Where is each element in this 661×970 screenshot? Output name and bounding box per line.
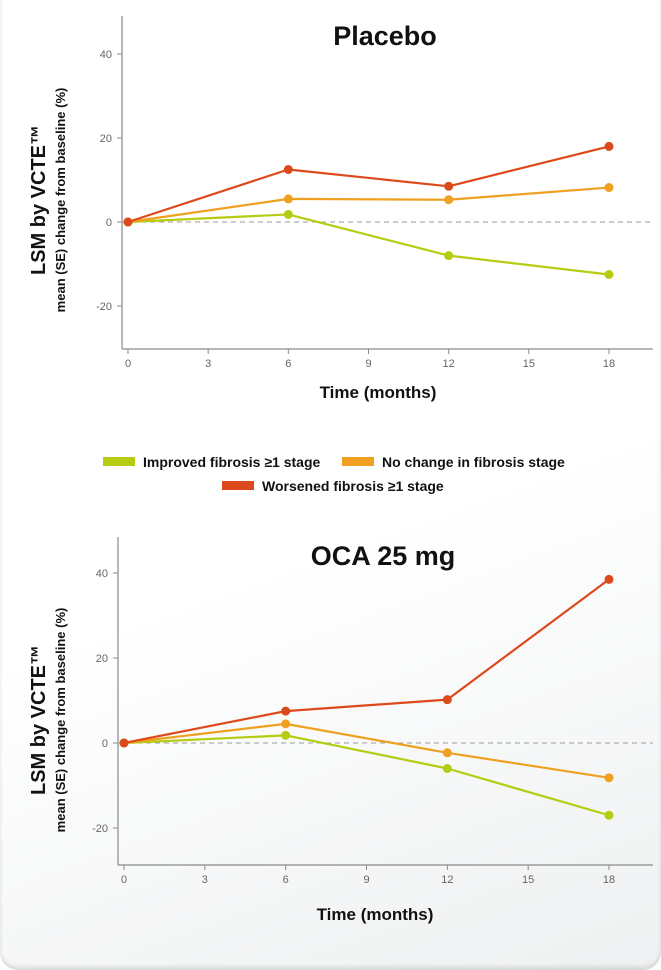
data-point: [604, 773, 614, 783]
legend-label-no-change: No change in fibrosis stage: [382, 454, 565, 470]
y-axis-label: LSM by VCTE™: [28, 125, 50, 275]
series-line-1: [123, 734, 610, 817]
y-tick-label: 40: [100, 49, 112, 61]
series-line-3: [123, 578, 610, 745]
data-point: [442, 748, 452, 758]
legend-swatch-improved: [103, 457, 135, 466]
data-point: [283, 194, 293, 204]
x-tick-label: 15: [523, 358, 535, 370]
data-point: [444, 181, 454, 191]
data-point: [123, 217, 133, 227]
data-point: [442, 764, 452, 773]
x-tick-label: 9: [365, 358, 371, 370]
legend-label-worsened: Worsened fibrosis ≥1 stage: [262, 478, 444, 494]
series-line-2: [127, 186, 610, 224]
x-tick-label: 18: [603, 358, 615, 370]
chart-oca: OCA 25 mg LSM by VCTE™ mean (SE) change …: [28, 537, 653, 924]
data-point: [281, 719, 291, 729]
x-tick-label: 15: [522, 874, 534, 886]
data-point: [281, 730, 291, 740]
x-tick-label: 3: [205, 358, 211, 370]
data-point: [119, 738, 129, 748]
y-tick-label: 20: [100, 133, 112, 145]
chart-placebo: Placebo LSM by VCTE™ mean (SE) change fr…: [28, 16, 653, 402]
x-tick-label: 0: [121, 874, 127, 886]
y-tick-label: 40: [96, 568, 108, 580]
x-axis-label: Time (months): [320, 383, 437, 402]
y-tick-label: -20: [92, 823, 108, 835]
data-point: [442, 695, 452, 705]
data-point: [604, 574, 614, 584]
x-tick-label: 18: [603, 874, 615, 886]
data-point: [283, 165, 293, 174]
x-axis-label: Time (months): [317, 905, 434, 924]
legend: Improved fibrosis ≥1 stage No change in …: [103, 454, 565, 494]
y-tick-label: 0: [102, 738, 108, 750]
data-point: [604, 810, 614, 820]
legend-swatch-no-change: [342, 457, 374, 466]
y-tick-label: 20: [96, 653, 108, 665]
chart-title: Placebo: [333, 21, 437, 51]
data-point: [604, 141, 614, 151]
data-point: [444, 251, 454, 261]
x-tick-label: 12: [443, 358, 455, 370]
data-point: [444, 195, 454, 205]
legend-label-improved: Improved fibrosis ≥1 stage: [143, 454, 321, 470]
x-tick-label: 0: [125, 358, 131, 370]
x-tick-label: 6: [283, 874, 289, 886]
y-axis-sublabel: mean (SE) change from baseline (%): [53, 608, 68, 833]
series-line-3: [127, 145, 610, 224]
data-point: [283, 209, 293, 219]
x-tick-label: 3: [202, 874, 208, 886]
y-tick-label: -20: [96, 301, 112, 313]
chart-title: OCA 25 mg: [311, 541, 456, 571]
data-point: [604, 270, 614, 279]
series-line-2: [123, 722, 610, 779]
legend-swatch-worsened: [222, 481, 254, 490]
y-axis-sublabel: mean (SE) change from baseline (%): [53, 88, 68, 313]
data-point: [281, 706, 291, 716]
data-point: [604, 183, 614, 193]
x-tick-label: 12: [441, 874, 453, 886]
y-axis-label: LSM by VCTE™: [28, 645, 50, 795]
y-tick-label: 0: [106, 217, 112, 229]
x-tick-label: 9: [363, 874, 369, 886]
series-line-1: [127, 213, 610, 276]
x-tick-label: 6: [285, 358, 291, 370]
